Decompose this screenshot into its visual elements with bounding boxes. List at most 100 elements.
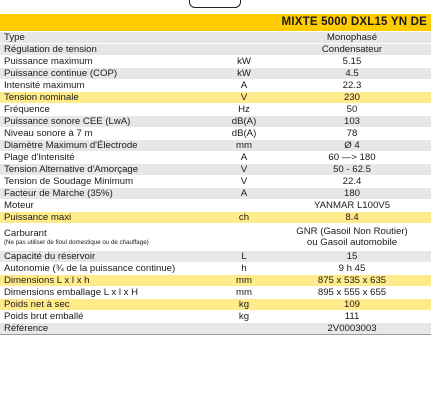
spec-label-cell: Puissance sonore CEE (LwA) — [0, 115, 215, 128]
spec-value: 15 — [346, 251, 358, 262]
table-row: Dimensions emballage L x l x H mm 895 x 55… — [0, 286, 431, 299]
spec-value: 22.4 — [342, 176, 362, 187]
spec-value-cell: 109 — [273, 298, 431, 311]
spec-value: 111 — [344, 311, 360, 322]
spec-value-cell: 4.5 — [273, 67, 431, 80]
spec-value-cell: 78 — [273, 127, 431, 140]
spec-unit: V — [215, 175, 273, 188]
spec-unit: mm — [215, 274, 273, 287]
spec-label: Puissance continue (COP) — [4, 68, 118, 79]
spec-label: Type — [4, 32, 25, 43]
spec-label-cell: Tension Alternative d'Amorçage — [0, 163, 215, 176]
spec-unit: Hz — [215, 103, 273, 116]
spec-label-cell: Tension de Soudage Minimum — [0, 175, 215, 188]
table-row: Tension de Soudage Minimum V 22.4 — [0, 175, 431, 188]
spec-value: 60 —> 180 — [328, 152, 376, 163]
spec-label-cell: Carburant (Ne pas utiliser de fioul domes… — [0, 223, 215, 251]
spec-label: Capacité du réservoir — [4, 251, 96, 262]
spec-table-body: Type Monophasé Régulation de tension Conden… — [0, 32, 431, 335]
spec-unit: A — [215, 151, 273, 164]
spec-label: Niveau sonore à 7 m — [4, 128, 93, 139]
table-row: Tension nominale V 230 — [0, 91, 431, 104]
spec-unit: L — [215, 250, 273, 263]
spec-label: Facteur de Marche (35%) — [4, 188, 113, 199]
spec-label: Tension de Soudage Minimum — [4, 176, 134, 187]
spec-label-cell: Régulation de tension — [0, 43, 215, 56]
spec-label-cell: Puissance continue (COP) — [0, 67, 215, 80]
spec-unit: V — [215, 91, 273, 104]
spec-value-cell: 895 x 555 x 655 — [273, 286, 431, 299]
spec-value-cell: Ø 4 — [273, 139, 431, 152]
table-row: Puissance maxi ch 8.4 — [0, 211, 431, 224]
spec-value: 8.4 — [345, 212, 359, 223]
spec-unit — [215, 32, 273, 44]
spec-label: Fréquence — [4, 104, 50, 115]
table-row: Moteur YANMAR L100V5 — [0, 199, 431, 212]
spec-value-cell: 50 — [273, 103, 431, 116]
spec-unit: dB(A) — [215, 115, 273, 128]
table-row: Autonomie (¾ de la puissance continue) h 9… — [0, 262, 431, 275]
spec-label: Puissance sonore CEE (LwA) — [4, 116, 131, 127]
spec-label-cell: Autonomie (¾ de la puissance continue) — [0, 262, 215, 275]
spec-value: 109 — [343, 299, 360, 310]
spec-label: Régulation de tension — [4, 44, 97, 55]
spec-label: Puissance maximum — [4, 56, 93, 67]
title-bar: MIXTE 5000 DXL15 YN DE — [0, 14, 431, 31]
spec-value: 50 - 62.5 — [333, 164, 371, 175]
spec-label-cell: Facteur de Marche (35%) — [0, 187, 215, 200]
spec-label: Plage d'Intensité — [4, 152, 75, 163]
spec-value: Monophasé — [326, 32, 378, 43]
spec-value-cell: 2V0003003 — [273, 322, 431, 335]
spec-value: Condensateur — [321, 44, 383, 55]
spec-label-cell: Intensité maximum — [0, 79, 215, 92]
spec-note: (Ne pas utiliser de fioul domestique ou … — [4, 238, 149, 246]
spec-label-cell: Diamètre Maximum d'Électrode — [0, 139, 215, 152]
spec-value-cell: 9 h 45 — [273, 262, 431, 275]
spec-table: Type Monophasé Régulation de tension Conden… — [0, 32, 431, 335]
spec-value-cell: 5.15 — [273, 55, 431, 68]
spec-unit: ch — [215, 211, 273, 224]
spec-unit: kg — [215, 310, 273, 323]
spec-unit — [215, 223, 273, 251]
spec-value: 22.3 — [342, 80, 362, 91]
table-row: Niveau sonore à 7 m dB(A) 78 — [0, 127, 431, 140]
spec-value-cell: 22.3 — [273, 79, 431, 92]
spec-label-cell: Niveau sonore à 7 m — [0, 127, 215, 140]
spec-label-cell: Puissance maximum — [0, 55, 215, 68]
spec-value-cell: 230 — [273, 91, 431, 104]
spec-label-cell: Moteur — [0, 199, 215, 212]
spec-value-cell: Condensateur — [273, 43, 431, 56]
spec-value-cell: 103 — [273, 115, 431, 128]
table-row: Poids brut emballé kg 111 — [0, 310, 431, 323]
spec-label: Puissance maxi — [4, 212, 72, 223]
spec-unit — [215, 199, 273, 212]
spec-value-cell: 111 — [273, 310, 431, 323]
spec-label: Diamètre Maximum d'Électrode — [4, 140, 138, 151]
spec-value: 2V0003003 — [327, 323, 377, 334]
spec-label-cell: Référence — [0, 322, 215, 335]
spec-value: 50 — [346, 104, 358, 115]
spec-value-cell: 8.4 — [273, 211, 431, 224]
spec-label-cell: Dimensions L x l x h — [0, 274, 215, 287]
spec-value-cell: Monophasé — [273, 32, 431, 44]
spec-value: YANMAR L100V5 — [313, 200, 391, 211]
table-row: Facteur de Marche (35%) A 180 — [0, 187, 431, 200]
spec-value-cell: 15 — [273, 250, 431, 263]
spec-unit: h — [215, 262, 273, 275]
spec-value: 180 — [343, 188, 360, 199]
spec-unit: kW — [215, 55, 273, 68]
spec-label-cell: Poids brut emballé — [0, 310, 215, 323]
spec-value: 78 — [346, 128, 358, 139]
spec-value: GNR (Gasoil Non Routier) — [296, 226, 408, 237]
spec-label-cell: Type — [0, 32, 215, 44]
table-row: Diamètre Maximum d'Électrode mm Ø 4 — [0, 139, 431, 152]
spec-unit — [215, 322, 273, 335]
spec-value: 895 x 555 x 655 — [317, 287, 387, 298]
spec-value-cell: 875 x 535 x 635 — [273, 274, 431, 287]
table-row: Tension Alternative d'Amorçage V 50 - 62.5 — [0, 163, 431, 176]
table-row: Capacité du réservoir L 15 — [0, 250, 431, 263]
spec-label-cell: Capacité du réservoir — [0, 250, 215, 263]
spec-value-cell: 60 —> 180 — [273, 151, 431, 164]
spec-unit: A — [215, 79, 273, 92]
table-row: Poids net à sec kg 109 — [0, 298, 431, 311]
